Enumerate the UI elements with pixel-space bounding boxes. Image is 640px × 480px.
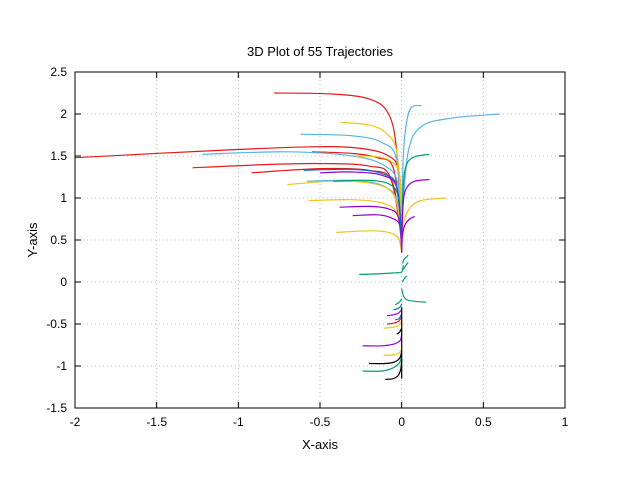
x-tick-label: -1.5 <box>146 415 167 429</box>
trajectory-line-24 <box>362 353 403 372</box>
trajectory-line-11 <box>341 121 403 215</box>
x-tick-label: 0.5 <box>475 415 492 429</box>
axis-ticks: -2 -1.5 -1 -0.5 0 0.5 1-1.5-1-0.500.511.522.5 <box>46 65 568 429</box>
trajectory-line-10 <box>306 179 403 241</box>
trajectory-line-23 <box>401 288 427 303</box>
trajectory-line-29 <box>401 178 430 241</box>
y-tick-label: 0.5 <box>50 233 67 247</box>
y-tick-label: 1 <box>60 191 67 205</box>
trajectory-line-22 <box>401 275 408 283</box>
y-tick-label: 1.5 <box>50 149 67 163</box>
y-tick-label: -1.5 <box>46 401 67 415</box>
x-tick-label: -2 <box>70 415 81 429</box>
trajectory-line-9 <box>202 151 403 241</box>
trajectory-line-39 <box>368 350 403 365</box>
x-tick-label: -1 <box>233 415 244 429</box>
trajectory-line-14 <box>336 230 403 253</box>
trajectory-line-25 <box>394 298 403 306</box>
x-axis-title: X-axis <box>302 437 339 452</box>
y-axis-title: Y-axis <box>25 222 40 257</box>
trajectory-line-32 <box>386 309 403 317</box>
trajectory-line-37 <box>383 348 403 356</box>
trajectory-line-31 <box>362 333 403 347</box>
y-tick-label: 2.5 <box>50 65 67 79</box>
x-tick-label: -0.5 <box>310 415 331 429</box>
trajectory-line-17 <box>401 153 430 236</box>
y-tick-label: 2 <box>60 107 67 121</box>
trajectory-line-34 <box>393 303 403 311</box>
y-tick-label: -1 <box>56 359 67 373</box>
y-tick-label: -0.5 <box>46 317 67 331</box>
trajectory-line-38 <box>386 316 403 325</box>
trajectory-line-33 <box>303 168 403 241</box>
trajectory-series <box>75 92 500 380</box>
trajectory-line-16 <box>355 155 403 232</box>
grid-lines <box>75 72 565 408</box>
trajectory-line-35 <box>395 313 403 321</box>
chart-title: 3D Plot of 55 Trajectories <box>247 44 393 59</box>
trajectory-line-6 <box>401 104 422 224</box>
trajectory-line-36 <box>383 321 403 329</box>
trajectory-line-19 <box>359 265 404 275</box>
x-tick-label: 1 <box>562 415 569 429</box>
trajectory-line-7 <box>401 113 500 224</box>
trajectory-line-30 <box>401 215 415 253</box>
trajectory-line-12 <box>287 180 403 241</box>
y-tick-label: 0 <box>60 275 67 289</box>
trajectory-line-21 <box>402 262 409 270</box>
trajectory-line-42 <box>396 327 403 335</box>
x-tick-label: 0 <box>398 415 405 429</box>
trajectory-line-20 <box>401 254 409 264</box>
